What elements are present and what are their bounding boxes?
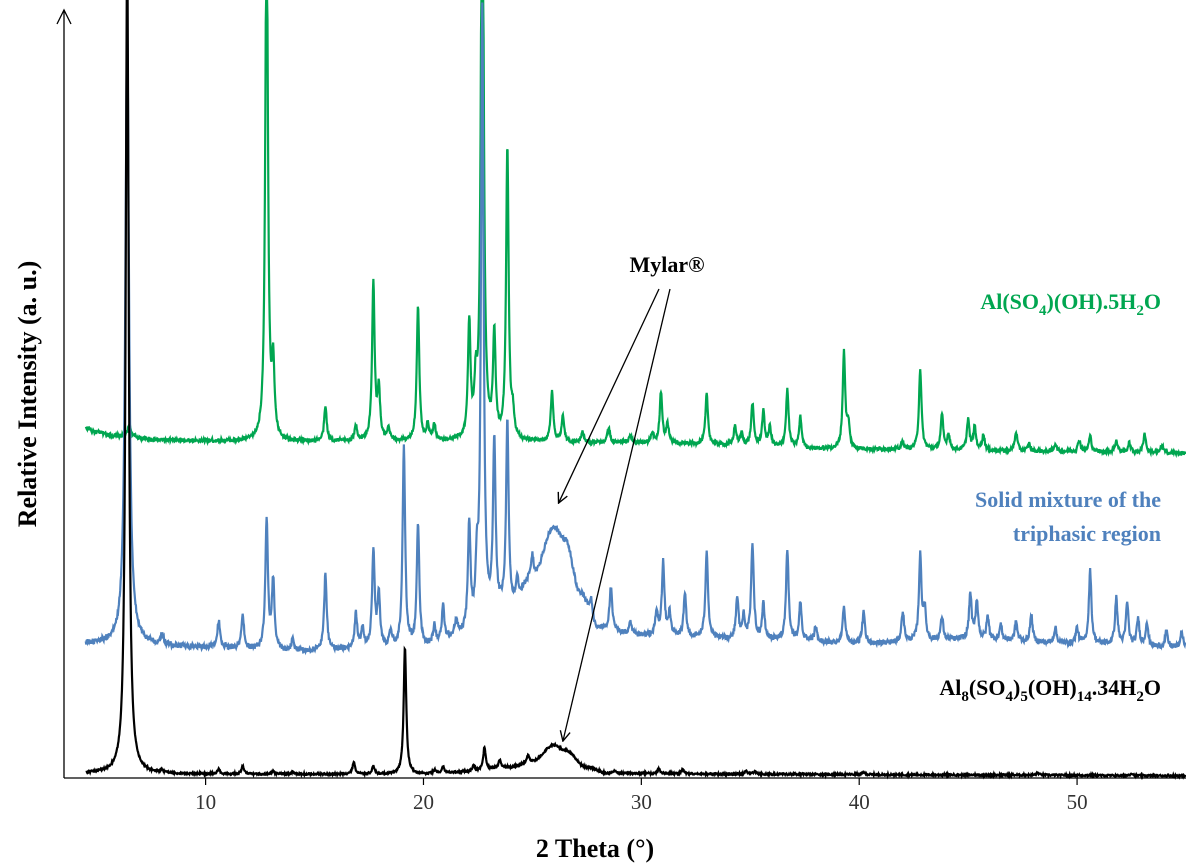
mylar-arrow-blue <box>559 288 660 503</box>
mylar-annotation: Mylar® <box>629 252 704 277</box>
mylar-arrow-black <box>563 288 671 741</box>
x-axis-title: 2 Theta (°) <box>536 834 654 863</box>
y-axis-arrow <box>56 8 72 25</box>
x-ticks: 10 20 30 40 50 <box>195 778 1088 814</box>
series-line-green <box>84 0 1186 459</box>
x-tick-label: 30 <box>631 790 652 814</box>
x-tick-label: 10 <box>195 790 216 814</box>
series-line-blue <box>84 2 1186 656</box>
blue-series-label-line2: triphasic region <box>1013 521 1161 546</box>
x-tick-label: 20 <box>413 790 434 814</box>
y-axis-title: Relative Intensity (a. u.) <box>13 261 42 527</box>
black-series-label: Al8(SO4)5(OH)14.34H2O <box>939 675 1161 705</box>
series-line-black <box>85 0 1186 780</box>
green-series-label: Al(SO4)(OH).5H2O <box>980 289 1161 319</box>
blue-series-label-line1: Solid mixture of the <box>975 487 1161 512</box>
x-tick-label: 40 <box>849 790 870 814</box>
x-tick-label: 50 <box>1067 790 1088 814</box>
